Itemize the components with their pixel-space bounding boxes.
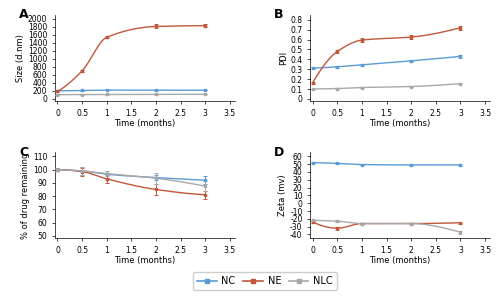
Legend: NC, NE, NLC: NC, NE, NLC xyxy=(193,272,337,290)
Text: B: B xyxy=(274,8,284,21)
Y-axis label: Size (d.nm): Size (d.nm) xyxy=(16,34,25,82)
Text: A: A xyxy=(19,8,28,21)
Y-axis label: PDI: PDI xyxy=(278,51,287,65)
X-axis label: Time (months): Time (months) xyxy=(370,256,430,266)
Y-axis label: % of drug remaining: % of drug remaining xyxy=(21,152,30,239)
X-axis label: Time (months): Time (months) xyxy=(114,256,176,266)
X-axis label: Time (months): Time (months) xyxy=(370,119,430,128)
X-axis label: Time (months): Time (months) xyxy=(114,119,176,128)
Text: C: C xyxy=(19,145,28,159)
Y-axis label: Zeta (mv): Zeta (mv) xyxy=(278,175,287,216)
Text: D: D xyxy=(274,145,284,159)
